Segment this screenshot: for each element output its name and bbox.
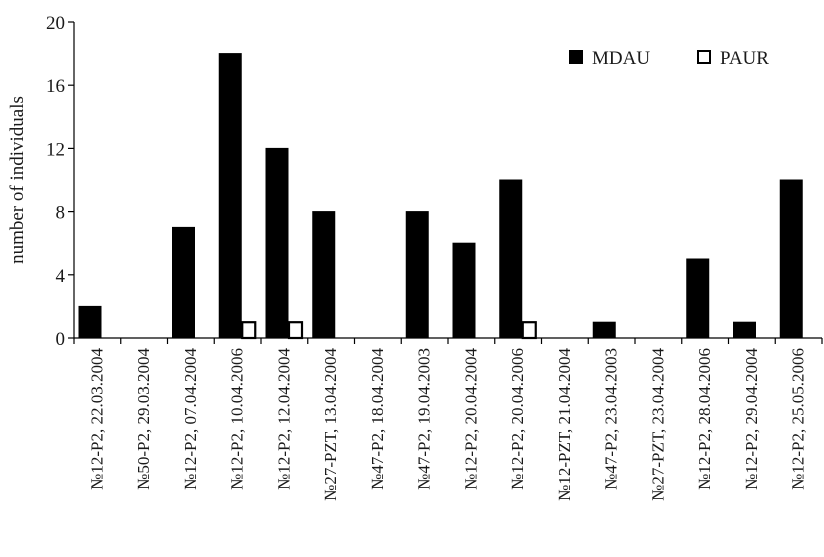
x-tick-label: №12-P2, 20.04.2004 [461,348,480,490]
x-tick-label: №12-P2, 29.04.2004 [742,348,761,490]
x-tick-label: №12-P2, 28.04.2006 [695,348,714,490]
y-tick-label: 8 [56,203,66,224]
x-tick-label: №27-PZT, 23.04.2004 [648,348,667,501]
bar-mdau [172,226,195,339]
bar-mdau [499,179,523,339]
y-tick-label: 20 [46,13,65,34]
bar-mdau [733,321,756,339]
bar-mdau [78,305,102,339]
bar-paur [521,321,537,340]
legend: MDAU PAUR [569,48,769,69]
bar-mdau [452,242,476,339]
legend-swatch [569,50,583,64]
x-tick-label: №47-P2, 19.04.2003 [415,348,434,490]
bar-paur [241,321,257,340]
bar-paur [287,321,304,340]
y-tick-label: 4 [56,266,66,287]
x-tick-label: №12-P2, 12.04.2004 [274,348,293,490]
legend-swatch [697,50,711,64]
bars [78,53,803,340]
legend-item-paur: PAUR [697,48,769,69]
x-tick-label: №12-P2, 22.03.2004 [87,348,106,490]
x-tick-label: №47-P2, 18.04.2004 [368,348,387,490]
x-tick-label: №12-P2, 20.04.2006 [508,348,527,490]
x-tick-label: №12-P2, 10.04.2006 [228,348,247,490]
x-tick-label: №12-PZT, 21.04.2004 [555,348,574,501]
x-tick-label: №12-P2, 07.04.2004 [181,348,200,490]
x-tick-label: №12-P2, 25.05.2006 [789,348,808,490]
y-axis-title: number of individuals [7,96,28,264]
y-axis: 0 4 8 12 16 20 [46,13,75,350]
x-tick-label: №47-P2, 23.04.2003 [602,348,621,490]
bar-mdau [779,179,803,339]
x-tick-label: №27-PZT, 13.04.2004 [321,348,340,501]
y-tick-label: 16 [46,76,65,97]
bar-mdau [592,321,616,339]
bar-mdau [265,147,289,339]
legend-item-mdau: MDAU [569,48,650,69]
bar-mdau [312,211,336,339]
x-tick-label: №50-P2, 29.03.2004 [134,348,153,490]
legend-label: PAUR [720,48,769,69]
x-axis: №12-P2, 22.03.2004 №50-P2, 29.03.2004 №12-… [73,337,823,501]
legend-label: MDAU [592,48,650,69]
bar-mdau [405,211,429,339]
y-tick-label: 0 [56,329,66,350]
y-tick-label: 12 [46,139,65,160]
bar-mdau [218,53,242,339]
bar-mdau [686,258,710,339]
